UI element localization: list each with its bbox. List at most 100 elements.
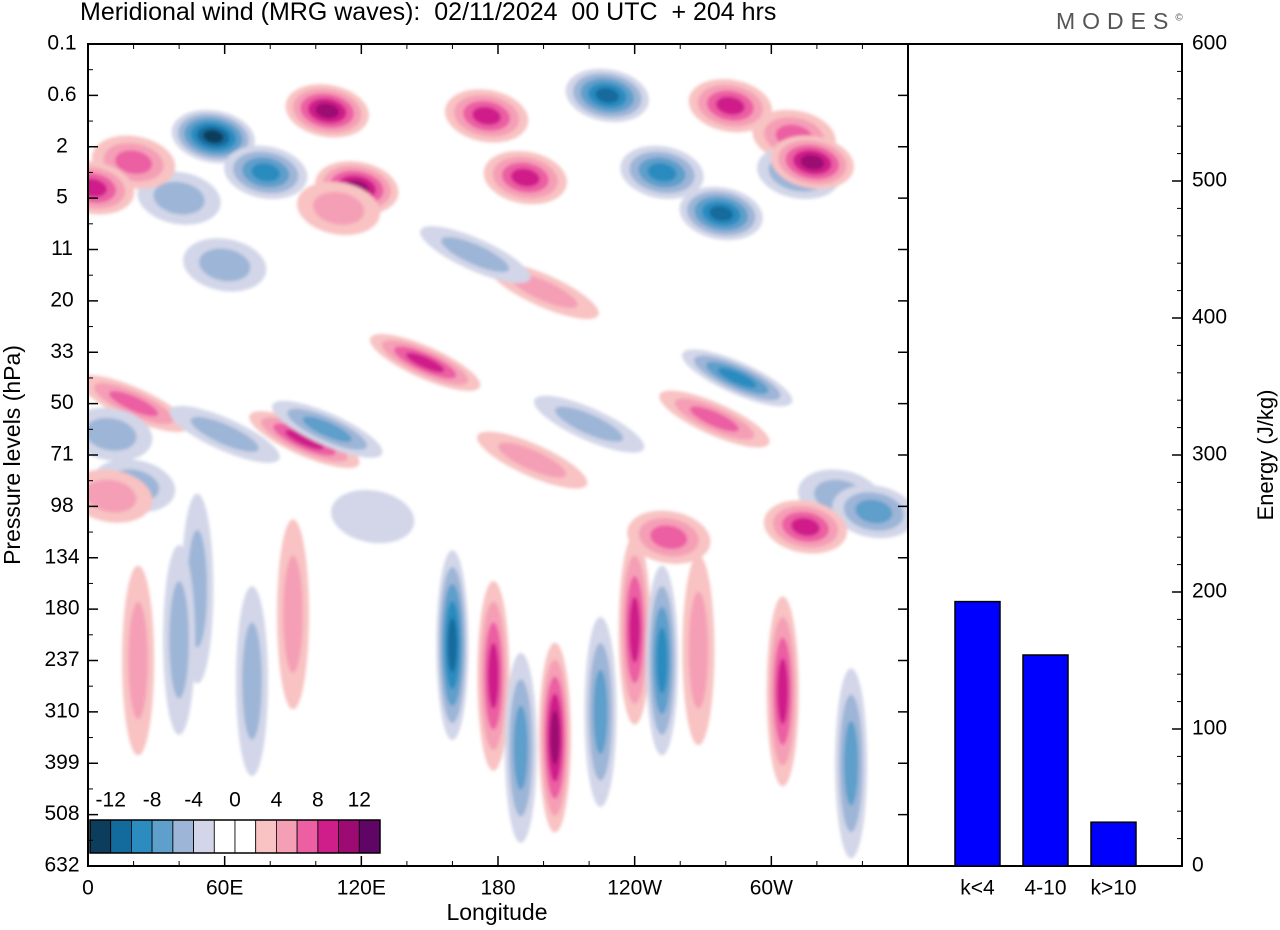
wind-anomaly-positive-42 [618,534,651,725]
contour-shell [650,525,688,550]
y-tick-label: 98 [50,494,73,517]
bar-category-label: k>10 [1090,877,1136,900]
wind-anomaly-positive-24 [249,411,360,469]
wind-anomaly-negative-26 [533,395,645,453]
wind-anomaly-positive-36 [88,469,153,523]
energy-tick-label: 200 [1192,580,1227,603]
wind-anomaly-negative-37 [436,550,469,741]
colorbar-swatch [130,819,153,854]
energy-bar-1 [954,600,1001,867]
contour-shell [656,627,668,694]
contour-shell [629,596,641,663]
contour-shell [283,555,303,673]
contour-shell [315,103,340,119]
colorbar-swatch [89,819,112,854]
x-tick-label: 60W [750,877,793,900]
colorbar-swatch [317,819,339,854]
x-tick-label: 120W [607,877,662,900]
contour-shell [88,418,137,451]
y-tick-label: 11 [51,237,73,260]
wind-anomaly-positive-22 [659,390,770,448]
wind-anomaly-positive-8 [483,150,567,205]
contour-layer [88,68,908,859]
wind-anomaly-positive-16 [88,161,135,215]
contour-shell [405,352,445,373]
x-tick-label: 60E [206,877,243,900]
contour-shell [550,710,560,765]
contour-shell [555,406,624,442]
wind-anomaly-negative-21 [682,349,793,407]
wind-anomaly-negative-46 [835,668,868,859]
y-tick-label: 2 [56,134,68,157]
wind-anomaly-positive-27 [477,431,588,489]
contour-shell [800,154,825,170]
brand-mark: © [1175,12,1183,24]
energy-tick-label: 400 [1192,306,1227,329]
wind-anomaly-negative-17 [183,238,267,292]
wind-anomaly-negative-51 [236,586,268,777]
wind-anomaly-negative-29 [88,407,153,462]
y-tick-label: 508 [44,802,79,825]
contour-shell [199,248,251,282]
colorbar-label: 0 [229,789,241,812]
wind-anomaly-positive-18 [369,334,481,391]
energy-bar-2 [1022,654,1069,867]
colorbar-swatch [172,819,194,854]
bar-category-label: k<4 [960,877,995,900]
contour-shell [128,602,148,719]
contour-shell [472,106,502,126]
wind-anomaly-negative-39 [504,652,537,843]
colorbar-swatch [110,819,132,854]
colorbar-label: -12 [96,789,126,812]
wind-anomaly-negative-25 [272,400,383,458]
wind-anomaly-negative-1 [224,145,308,200]
energy-tick-label: 300 [1192,443,1227,466]
wind-anomaly-negative-41 [584,616,617,807]
y-tick-label: 134 [44,545,79,568]
contour-shell [109,390,159,417]
wind-anomaly-negative-35 [331,489,415,544]
contour-shell [153,181,205,215]
wind-anomaly-negative-43 [646,565,678,756]
y-tick-label: 0.1 [47,32,76,55]
chart-title: Meridional wind (MRG waves): 02/11/2024 … [80,0,777,26]
y-tick-label: 310 [44,699,79,722]
colorbar-swatch [193,819,215,854]
wind-anomaly-positive-34 [627,510,711,564]
wind-anomaly-negative-9 [565,68,649,123]
energy-tick-label: 100 [1192,717,1227,740]
wind-anomaly-positive-38 [477,580,510,771]
colorbar-label: 8 [312,789,324,812]
contour-shell [447,618,457,673]
y-tick-label: 50 [50,391,73,414]
wind-anomaly-positive-45 [766,596,799,787]
wind-anomaly-positive-50 [122,565,155,756]
contour-shell [203,130,224,143]
contour-shell [791,517,820,537]
wind-anomaly-positive-47 [277,519,309,710]
colorbar-swatch [213,819,236,854]
contour-shell [251,163,281,182]
contour-shell [844,721,859,806]
wind-anomaly-negative-10 [620,145,704,200]
contour-shell [88,479,137,513]
contour-shell [513,705,528,790]
axes: 0.1 0.6 2 5 11 20 33 50 71 98 134 180 237 310 399 508 63… [0,32,909,925]
contour-shell [190,416,259,452]
contour-shell [689,406,739,432]
y-tick-label: 180 [44,597,79,620]
wind-anomaly-negative-32 [832,484,908,539]
contour-shell [593,669,608,755]
contour-shell [441,237,510,273]
colorbar-label: 4 [271,789,283,812]
colorbar-frame [89,819,381,854]
y-axis-label: Pressure levels (hPa) [0,345,25,565]
y-tick-label: 5 [56,186,68,209]
colorbar-swatch [275,819,298,854]
wind-anomaly-positive-23 [88,375,189,433]
colorbar-label: -8 [143,789,162,812]
y-tick-label: 20 [50,288,73,311]
contour-shell [498,442,567,478]
colorbar-swatch [151,819,174,854]
contour-shell [855,499,893,524]
